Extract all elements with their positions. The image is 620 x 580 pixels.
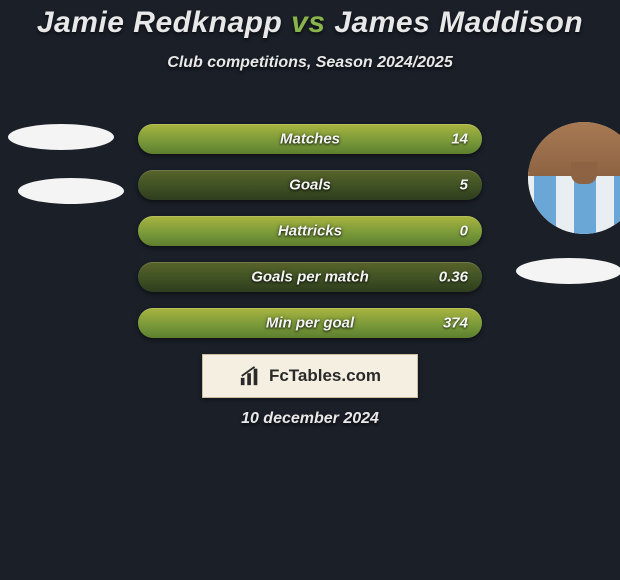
stat-label: Goals bbox=[138, 177, 482, 194]
stat-label: Hattricks bbox=[138, 223, 482, 240]
decor-ellipse bbox=[516, 258, 620, 284]
stat-value-right: 0 bbox=[460, 223, 468, 240]
vs-word: vs bbox=[291, 6, 325, 39]
stat-value-right: 5 bbox=[460, 177, 468, 194]
stat-value-right: 0.36 bbox=[439, 269, 468, 286]
stat-label: Goals per match bbox=[138, 269, 482, 286]
date-text: 10 december 2024 bbox=[0, 410, 620, 428]
decor-ellipse bbox=[18, 178, 124, 204]
comparison-card: Jamie Redknapp vs James Maddison Club co… bbox=[0, 0, 620, 580]
stat-label: Min per goal bbox=[138, 315, 482, 332]
stat-bar: Min per goal374 bbox=[138, 308, 482, 338]
subtitle: Club competitions, Season 2024/2025 bbox=[0, 54, 620, 72]
stat-value-right: 14 bbox=[451, 131, 468, 148]
stat-value-right: 374 bbox=[443, 315, 468, 332]
page-title: Jamie Redknapp vs James Maddison bbox=[0, 0, 620, 40]
source-logo-text: FcTables.com bbox=[269, 366, 381, 386]
source-logo-card: FcTables.com bbox=[202, 354, 418, 398]
stat-label: Matches bbox=[138, 131, 482, 148]
decor-ellipse bbox=[8, 124, 114, 150]
player2-name: James Maddison bbox=[334, 6, 583, 39]
player1-name: Jamie Redknapp bbox=[37, 6, 282, 39]
stat-bar: Goals5 bbox=[138, 170, 482, 200]
stat-bar: Goals per match0.36 bbox=[138, 262, 482, 292]
stat-bars: Matches14 Goals5 Hattricks0 Goals per match… bbox=[138, 124, 482, 354]
stat-bar: Matches14 bbox=[138, 124, 482, 154]
fctables-icon bbox=[239, 365, 261, 387]
stat-bar: Hattricks0 bbox=[138, 216, 482, 246]
player2-avatar bbox=[528, 122, 620, 234]
